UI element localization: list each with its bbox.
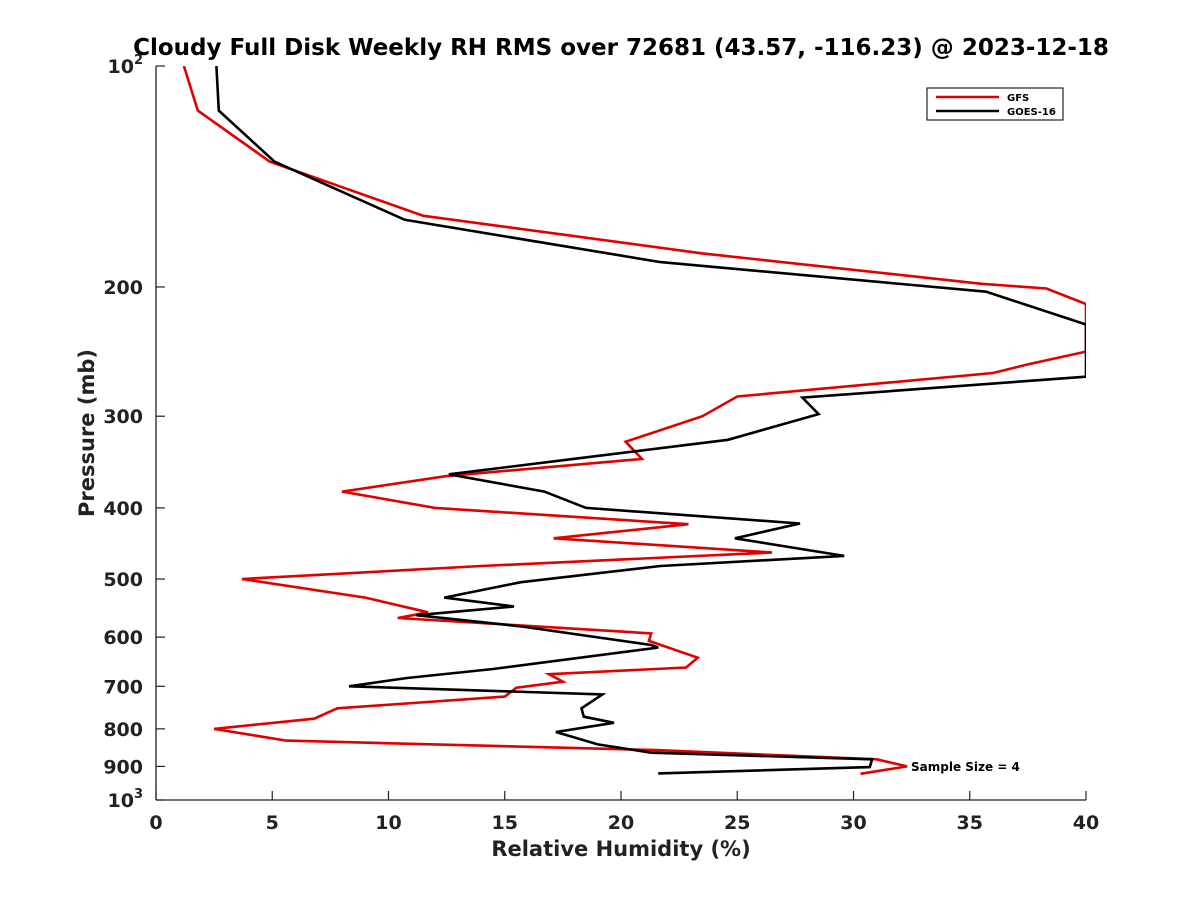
sample-size-annotation: Sample Size = 4 (911, 760, 1020, 774)
x-tick-label: 40 (1073, 812, 1099, 834)
legend-label: GFS (1007, 93, 1029, 104)
legend-box (926, 87, 1064, 121)
y-tick-label: 700 (103, 676, 143, 698)
y-tick-label: 900 (103, 756, 143, 778)
x-tick-label: 35 (957, 812, 983, 834)
y-axis-label: Pressure (mb) (75, 349, 99, 517)
chart-title: Cloudy Full Disk Weekly RH RMS over 7268… (133, 35, 1109, 61)
y-tick-label: 300 (103, 406, 143, 428)
x-tick-label: 20 (608, 812, 634, 834)
legend-label: GOES-16 (1007, 107, 1056, 118)
x-tick-label: 0 (149, 812, 162, 834)
y-tick-label: 600 (103, 627, 143, 649)
y-tick-label: 200 (103, 277, 143, 299)
legend: GFS GOES-16 (926, 87, 1064, 121)
x-tick-label: 25 (724, 812, 750, 834)
x-axis-label: Relative Humidity (%) (491, 837, 750, 861)
y-tick-label: 102 (108, 53, 144, 78)
y-tick-label: 500 (103, 569, 143, 591)
x-tick-label: 30 (840, 812, 866, 834)
x-tick-label: 5 (266, 812, 279, 834)
y-tick-label: 103 (108, 787, 144, 812)
x-tick-label: 15 (492, 812, 518, 834)
x-tick-label: 10 (375, 812, 401, 834)
plot-area (155, 66, 1086, 801)
y-axis-ticks: 102 200 300 400 500 600 700 800 900 103 (103, 53, 165, 812)
y-tick-label: 800 (103, 719, 143, 741)
y-tick-label: 400 (103, 498, 143, 520)
series-line-gfs (182, 66, 1086, 776)
x-axis-ticks: 0 5 10 15 20 25 30 35 40 (149, 791, 1099, 834)
series-line-goes-16 (215, 66, 1086, 775)
